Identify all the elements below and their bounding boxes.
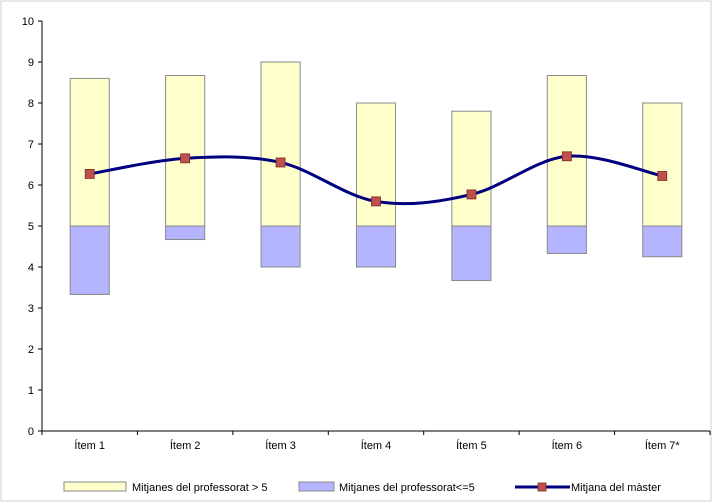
bar-above-baseline [165, 75, 206, 227]
x-tick-label: Ítem 1 [74, 439, 105, 452]
x-tick-label: Ítem 7* [645, 439, 681, 452]
y-tick-label: 7 [28, 139, 34, 151]
master-average-marker [466, 189, 477, 200]
master-average-marker [561, 151, 572, 162]
bar-below-baseline [451, 225, 492, 282]
y-tick-label: 2 [28, 344, 34, 356]
y-tick-label: 5 [28, 221, 34, 233]
legend-swatch-above [63, 481, 127, 492]
master-average-marker [371, 196, 381, 207]
bar-above-baseline [642, 102, 683, 227]
legend-label-below: Mitjanes del professorat<=5 [339, 482, 475, 494]
x-tick-label: Ítem 5 [456, 439, 487, 452]
x-tick-label: Ítem 3 [265, 439, 296, 452]
bar-above-baseline [260, 61, 301, 227]
bar-below-baseline [165, 225, 206, 241]
bar-above-baseline [355, 102, 397, 227]
x-tick-label: Ítem 4 [361, 439, 392, 452]
y-tick-label: 6 [28, 180, 34, 192]
bar-above-baseline [69, 77, 110, 227]
bar-below-baseline [355, 225, 397, 268]
master-average-marker [657, 171, 668, 181]
y-tick-label: 9 [28, 57, 34, 69]
legend-label-above: Mitjanes del professorat > 5 [132, 482, 267, 494]
master-average-marker [180, 153, 191, 164]
y-tick-label: 8 [28, 98, 34, 110]
legend-label-line: Mitjana del màster [571, 482, 661, 494]
bar-above-baseline [546, 75, 587, 227]
legend-marker-swatch [537, 482, 547, 492]
bar-below-baseline [642, 225, 683, 258]
x-tick-label: Ítem 2 [170, 439, 201, 452]
bar-below-baseline [546, 225, 587, 254]
legend-swatch-below [298, 481, 335, 492]
bar-below-baseline [260, 225, 301, 268]
master-average-marker [84, 169, 95, 179]
bar-above-baseline [451, 110, 492, 227]
y-tick-label: 10 [22, 16, 34, 28]
master-average-marker [275, 157, 286, 168]
bar-below-baseline [69, 225, 110, 295]
y-tick-label: 1 [28, 385, 34, 397]
y-tick-label: 0 [28, 426, 34, 438]
y-tick-label: 3 [28, 303, 34, 315]
y-tick-label: 4 [28, 262, 34, 274]
x-tick-label: Ítem 6 [552, 439, 583, 452]
